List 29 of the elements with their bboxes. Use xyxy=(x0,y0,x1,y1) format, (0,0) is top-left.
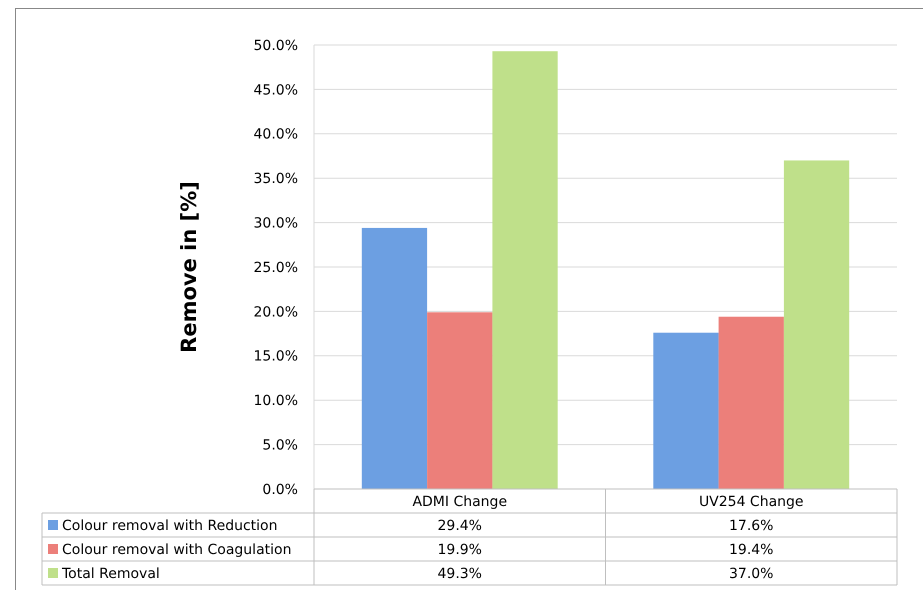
data-label: 29.4% xyxy=(438,518,482,534)
y-tick-label: 30.0% xyxy=(254,216,298,232)
y-tick-label: 0.0% xyxy=(262,482,298,498)
legend-label: Total Removal xyxy=(61,566,160,582)
bar xyxy=(653,332,719,489)
bar xyxy=(492,51,558,489)
x-tick-label: UV254 Change xyxy=(698,494,804,510)
data-label: 17.6% xyxy=(729,518,774,534)
y-tick-label: 10.0% xyxy=(254,393,298,410)
bar xyxy=(362,228,428,489)
y-tick-label: 20.0% xyxy=(254,304,298,320)
data-label: 19.4% xyxy=(729,542,774,558)
data-label: 49.3% xyxy=(438,566,482,582)
y-tick-label: 40.0% xyxy=(254,126,298,143)
y-tick-label: 15.0% xyxy=(254,348,298,365)
y-axis-title: Remove in [%] xyxy=(177,181,201,353)
x-tick-label: ADMI Change xyxy=(412,494,508,510)
legend-label: Colour removal with Reduction xyxy=(62,518,278,534)
y-tick-label: 35.0% xyxy=(254,171,298,188)
legend-label: Colour removal with Coagulation xyxy=(62,542,292,558)
bar xyxy=(718,316,784,489)
y-tick-label: 25.0% xyxy=(254,260,298,276)
y-tick-label: 50.0% xyxy=(254,38,298,54)
y-tick-label: 45.0% xyxy=(254,82,298,98)
bar xyxy=(427,312,492,489)
bar xyxy=(784,160,850,489)
y-tick-label: 5.0% xyxy=(262,438,298,454)
data-label: 37.0% xyxy=(729,566,774,582)
data-label: 19.9% xyxy=(438,542,482,558)
